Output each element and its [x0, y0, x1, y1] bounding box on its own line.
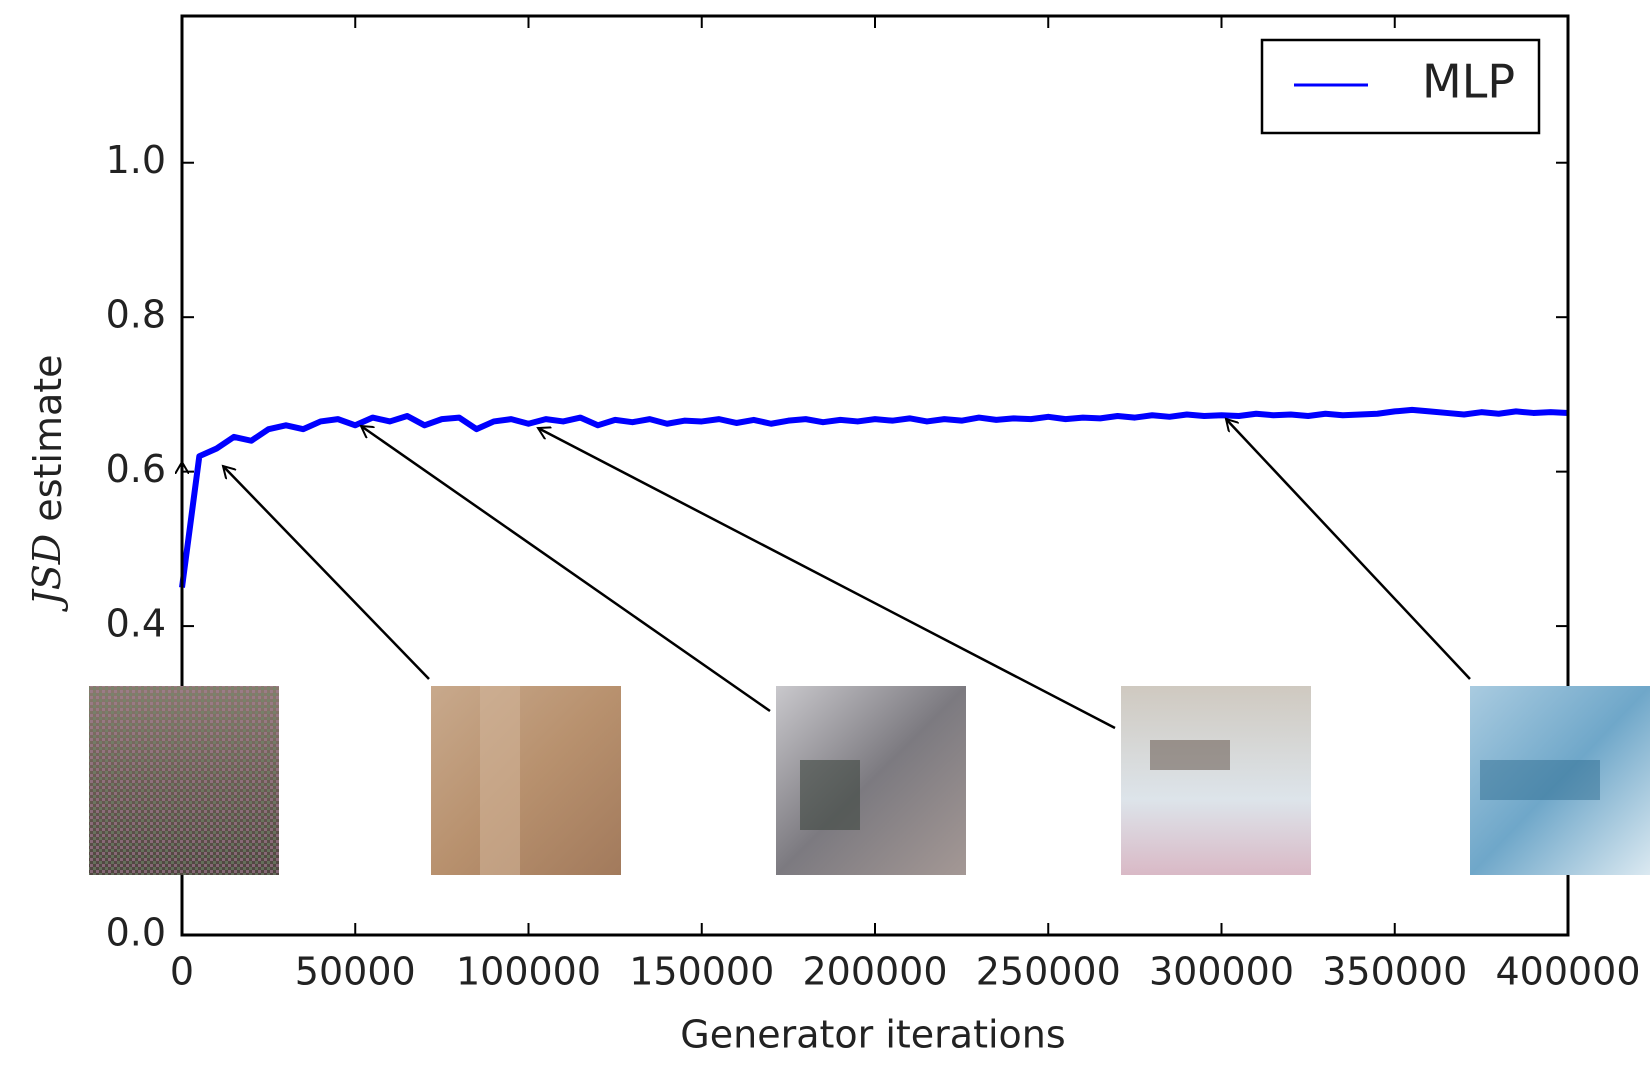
- sample-detail: [1150, 740, 1230, 770]
- arrow: [223, 466, 430, 680]
- x-tick-label: 350000: [1322, 950, 1467, 994]
- legend-label: MLP: [1422, 55, 1515, 109]
- y-axis-label: JSD estimate: [25, 354, 70, 612]
- y-axis-symbol: JSD: [25, 534, 69, 613]
- x-tick-label: 150000: [629, 950, 774, 994]
- y-tick-label: 0.6: [106, 447, 166, 491]
- x-tick-label: 50000: [295, 950, 416, 994]
- y-tick-label: 1.0: [106, 138, 166, 182]
- sample-detail: [800, 760, 860, 830]
- y-tick-label: 0.0: [106, 911, 166, 955]
- x-tick-label: 0: [170, 950, 194, 994]
- data-line: [179, 406, 1569, 588]
- plot-area: [179, 406, 1569, 588]
- y-axis-text: estimate: [26, 354, 70, 521]
- y-tick-label: 0.8: [106, 293, 166, 337]
- sample-noise: [89, 686, 279, 875]
- x-tick-label: 300000: [1149, 950, 1294, 994]
- y-tick-label: 0.4: [106, 602, 166, 646]
- x-tick-label: 100000: [456, 950, 601, 994]
- x-tick-label: 400000: [1495, 950, 1640, 994]
- x-tick-label: 250000: [976, 950, 1121, 994]
- sample-image: [1121, 686, 1311, 875]
- annotations: [89, 419, 1650, 875]
- arrow: [538, 428, 1116, 730]
- x-tick-label: 200000: [802, 950, 947, 994]
- arrow: [361, 426, 771, 713]
- sample-image: [431, 686, 621, 875]
- legend: MLP: [1260, 38, 1541, 135]
- arrow: [1226, 419, 1471, 680]
- sample-detail: [480, 686, 520, 875]
- x-axis-label: Generator iterations: [680, 1013, 1065, 1057]
- sample-detail: [1480, 760, 1600, 800]
